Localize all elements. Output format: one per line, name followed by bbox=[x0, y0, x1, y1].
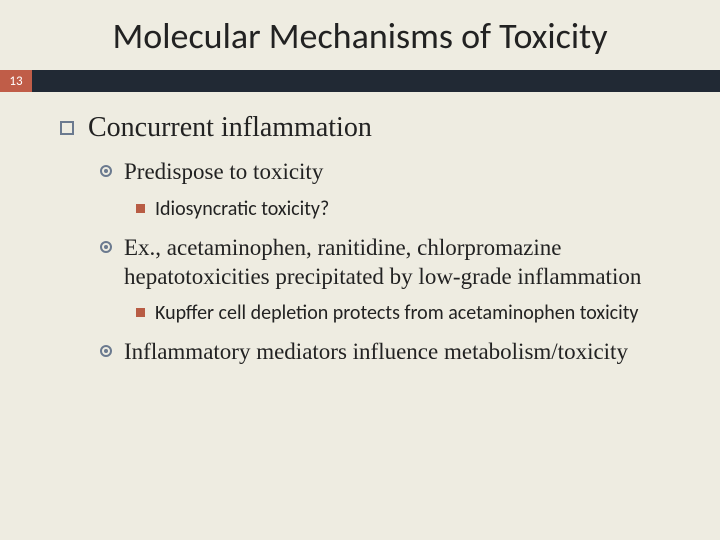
bullet-lvl3: Kupffer cell depletion protects from ace… bbox=[136, 301, 680, 326]
filled-square-icon bbox=[136, 204, 145, 213]
slide-title: Molecular Mechanisms of Toxicity bbox=[0, 0, 720, 70]
content-area: Concurrent inflammation Predispose to to… bbox=[0, 92, 720, 367]
circled-dot-icon bbox=[100, 345, 112, 357]
bullet-lvl2: Predispose to toxicity bbox=[100, 158, 680, 187]
circled-dot-icon bbox=[100, 165, 112, 177]
lvl2-text: Predispose to toxicity bbox=[124, 158, 323, 187]
lvl3-text: Kupffer cell depletion protects from ace… bbox=[155, 301, 638, 326]
lvl2-text: Ex., acetaminophen, ranitidine, chlorpro… bbox=[124, 234, 680, 292]
bullet-lvl1: Concurrent inflammation bbox=[60, 112, 680, 144]
bullet-lvl2: Ex., acetaminophen, ranitidine, chlorpro… bbox=[100, 234, 680, 292]
filled-square-icon bbox=[136, 308, 145, 317]
lvl2-text: Inflammatory mediators influence metabol… bbox=[124, 338, 628, 367]
circled-dot-icon bbox=[100, 241, 112, 253]
header-bar: 13 bbox=[0, 70, 720, 92]
header-bar-dark bbox=[32, 70, 720, 92]
page-number-badge: 13 bbox=[0, 70, 32, 92]
hollow-square-icon bbox=[60, 121, 74, 135]
bullet-lvl3: Idiosyncratic toxicity? bbox=[136, 197, 680, 222]
lvl3-text: Idiosyncratic toxicity? bbox=[155, 197, 329, 222]
bullet-lvl2: Inflammatory mediators influence metabol… bbox=[100, 338, 680, 367]
lvl1-text: Concurrent inflammation bbox=[88, 112, 372, 144]
